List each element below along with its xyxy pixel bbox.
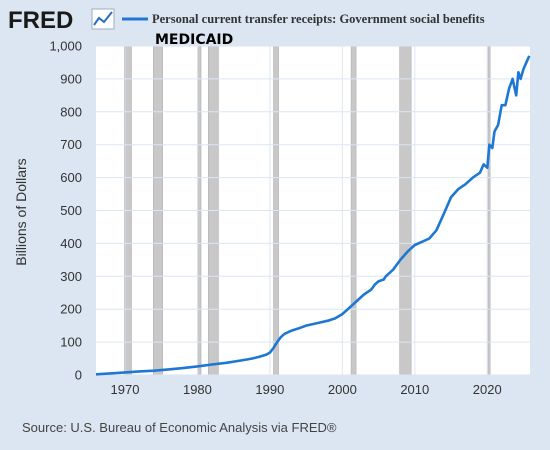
legend-series-title: Personal current transfer receipts: Gove… bbox=[152, 12, 485, 26]
series-point bbox=[491, 147, 493, 149]
chart-subtitle: MEDICAID bbox=[155, 32, 233, 48]
series-point bbox=[95, 373, 97, 375]
series-point bbox=[399, 259, 401, 261]
series-point bbox=[290, 329, 292, 331]
series-point bbox=[305, 324, 307, 326]
series-point bbox=[363, 293, 365, 295]
series-point bbox=[493, 130, 495, 132]
series-point bbox=[382, 278, 384, 280]
series-point bbox=[526, 60, 528, 62]
series-point bbox=[488, 144, 490, 146]
series-point bbox=[528, 55, 530, 57]
series-point bbox=[138, 370, 140, 372]
series-point bbox=[414, 244, 416, 246]
series-point bbox=[450, 196, 452, 198]
series-point bbox=[327, 320, 329, 322]
y-tick-label: 800 bbox=[60, 104, 82, 119]
series-point bbox=[504, 104, 506, 106]
series-point bbox=[269, 351, 271, 353]
series-point bbox=[276, 341, 278, 343]
series-point bbox=[258, 356, 260, 358]
series-point bbox=[251, 357, 253, 359]
source-note: Source: U.S. Bureau of Economic Analysis… bbox=[22, 420, 337, 435]
series-point bbox=[479, 171, 481, 173]
y-tick-label: 1,000 bbox=[49, 39, 82, 54]
series-point bbox=[272, 347, 274, 349]
series-point bbox=[482, 163, 484, 165]
series-point bbox=[457, 188, 459, 190]
y-tick-label: 100 bbox=[60, 335, 82, 350]
series-point bbox=[356, 300, 358, 302]
series-point bbox=[182, 367, 184, 369]
series-point bbox=[374, 283, 376, 285]
x-tick-label: 1980 bbox=[183, 382, 212, 397]
grid-lines bbox=[96, 45, 530, 376]
y-tick-label: 400 bbox=[60, 236, 82, 251]
y-tick-label: 0 bbox=[75, 368, 82, 383]
series-point bbox=[265, 353, 267, 355]
series-point bbox=[421, 241, 423, 243]
series-point bbox=[153, 370, 155, 372]
series-point bbox=[443, 213, 445, 215]
series-point bbox=[517, 71, 519, 73]
series-point bbox=[348, 306, 350, 308]
series-point bbox=[319, 321, 321, 323]
series-point bbox=[298, 327, 300, 329]
series-point bbox=[240, 359, 242, 361]
y-tick-label: 500 bbox=[60, 203, 82, 218]
series-point bbox=[109, 372, 111, 374]
series-point bbox=[464, 183, 466, 185]
series-point bbox=[377, 280, 379, 282]
y-tick-label: 900 bbox=[60, 71, 82, 86]
series-point bbox=[370, 288, 372, 290]
series-point bbox=[283, 333, 285, 335]
series-point bbox=[392, 269, 394, 271]
series-point bbox=[211, 363, 213, 365]
series-point bbox=[428, 237, 430, 239]
fred-logo[interactable]: FRED bbox=[8, 7, 73, 34]
series-point bbox=[167, 368, 169, 370]
series-point bbox=[312, 323, 314, 325]
x-tick-label: 2000 bbox=[328, 382, 357, 397]
series-point bbox=[435, 229, 437, 231]
trend-line-icon bbox=[91, 8, 115, 30]
y-tick-label: 600 bbox=[60, 170, 82, 185]
x-tick-label: 2020 bbox=[473, 382, 502, 397]
x-tick-label: 1990 bbox=[255, 382, 284, 397]
series-point bbox=[519, 78, 521, 80]
series-point bbox=[280, 336, 282, 338]
series-point bbox=[501, 104, 503, 106]
y-axis-ticks: 0 100 200 300 400 500 600 700 800 900 1,000 bbox=[49, 39, 82, 383]
x-tick-label: 2010 bbox=[400, 382, 429, 397]
series-point bbox=[522, 68, 524, 70]
series-point bbox=[124, 371, 126, 373]
series-point bbox=[511, 78, 513, 80]
y-tick-label: 200 bbox=[60, 302, 82, 317]
x-tick-label: 1970 bbox=[111, 382, 140, 397]
series-point bbox=[196, 365, 198, 367]
series-point bbox=[472, 176, 474, 178]
series-point bbox=[341, 313, 343, 315]
y-axis-label: Billions of Dollars bbox=[13, 158, 29, 265]
series-point bbox=[508, 88, 510, 90]
y-tick-label: 700 bbox=[60, 137, 82, 152]
series-point bbox=[497, 124, 499, 126]
series-point bbox=[515, 94, 517, 96]
y-tick-label: 300 bbox=[60, 269, 82, 284]
series-point bbox=[406, 250, 408, 252]
series-point bbox=[385, 275, 387, 277]
series-point bbox=[334, 317, 336, 319]
series-point bbox=[225, 362, 227, 364]
series-point bbox=[486, 167, 488, 169]
x-axis-ticks: 1970 1980 1990 2000 2010 2020 bbox=[111, 382, 502, 397]
series-line-medicaid bbox=[95, 55, 531, 376]
